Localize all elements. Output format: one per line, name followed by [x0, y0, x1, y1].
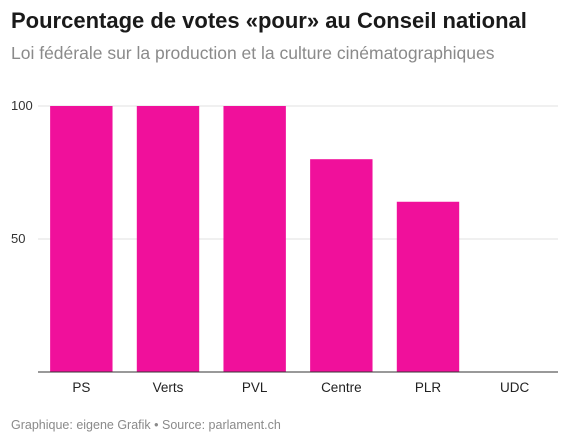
- x-tick-label: Verts: [153, 380, 184, 395]
- y-tick-label: 100: [11, 98, 33, 113]
- bar-verts: [136, 106, 200, 372]
- x-tick-label: PVL: [242, 380, 268, 395]
- bar-pvl: [223, 106, 286, 372]
- bar-plr: [396, 201, 460, 372]
- bar-ps: [50, 106, 113, 372]
- x-tick-label: UDC: [500, 380, 529, 395]
- y-tick-label: 50: [11, 231, 25, 246]
- bars: [50, 106, 460, 372]
- x-tick-label: PLR: [415, 380, 442, 395]
- gridlines: [38, 105, 558, 240]
- chart-subtitle: Loi fédérale sur la production et la cul…: [11, 43, 495, 63]
- bar-centre: [310, 159, 373, 372]
- source-footer: Graphique: eigene Grafik • Source: parla…: [11, 418, 281, 432]
- x-tick-label: PS: [72, 380, 90, 395]
- chart-title: Pourcentage de votes «pour» au Conseil n…: [11, 8, 527, 33]
- x-tick-label: Centre: [321, 380, 362, 395]
- axis-labels: 50 100 PS Verts PVL Centre PLR UDC: [11, 98, 530, 395]
